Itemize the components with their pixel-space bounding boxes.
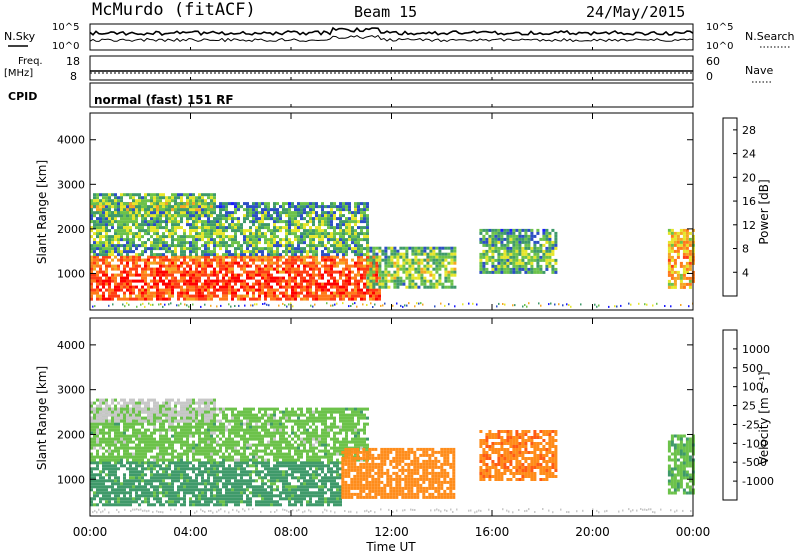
velocity-colorbar-tick: -1000 [742,475,774,488]
station-title: McMurdo (fitACF) [92,0,256,20]
nsky-label: N.Sky [4,30,36,43]
velocity-colorbar-tick: 100 [742,381,763,394]
y-tick-label: 2000 [57,428,85,441]
data-region [479,228,558,274]
power-colorbar: Power [dB] 4 8 12 16 20 24 28 [722,117,771,297]
nsky-tick-high: 10^5 [52,22,79,33]
nave-tick-high: 60 [706,55,720,68]
nsearch-tick-low: 10^0 [706,41,733,52]
x-tick-label: 04:00 [173,525,208,539]
y-tick-label: 4000 [57,339,85,352]
data-region [90,255,381,301]
y-tick-label: 2000 [57,223,85,236]
x-tick-label: 12:00 [374,525,409,539]
time-axis-label: Time UT [365,540,416,554]
y-tick-label: 4000 [57,134,85,147]
power-ylabel: Slant Range [km] [35,160,49,264]
velocity-colorbar-tick: 25 [742,400,756,413]
cpid-label: CPID [8,90,37,103]
power-colorbar-tick: 16 [742,195,756,208]
power-colorbar-tick: 4 [742,266,749,279]
freq-tick-high: 18 [66,55,80,68]
nave-tick-low: 0 [706,70,713,83]
ground-scatter [92,508,692,514]
velocity-panel: 1000 2000 3000 4000 Slant Range [km] [35,317,695,517]
y-tick-label: 3000 [57,384,85,397]
time-axis: 00:00 04:00 08:00 12:00 16:00 20:00 00:00 [73,47,711,539]
data-region [90,461,342,507]
nsearch-tick-high: 10^5 [706,22,733,33]
ground-scatter [92,302,694,308]
cpid-panel: CPID normal (fast) 151 RF [8,82,694,108]
power-colorbar-tick: 12 [742,219,756,232]
x-tick-label: 20:00 [575,525,610,539]
data-region [366,246,457,289]
noise-panel: N.Sky 10^5 10^0 10^5 10^0 N.Search [4,22,795,52]
nsearch-label: N.Search [745,30,795,43]
y-tick-label: 3000 [57,178,85,191]
velocity-colorbar: Velocity [m s⁻¹] 1000 500 100 25 -25 -100 -500… [722,329,774,501]
freq-panel: Freq. [MHz] 18 8 60 0 Nave [4,55,773,83]
x-tick-label: 16:00 [475,525,510,539]
y-tick-label: 1000 [57,267,85,280]
data-region [90,398,216,423]
data-region [479,430,558,481]
power-colorbar-tick: 28 [742,124,756,137]
cpid-text: normal (fast) 151 RF [94,93,234,107]
velocity-ylabel: Slant Range [km] [35,366,49,470]
power-colorbar-label: Power [dB] [757,179,771,244]
power-colorbar-tick: 20 [742,171,756,184]
x-tick-label: 00:00 [73,525,108,539]
velocity-colorbar-tick: -100 [742,437,767,450]
velocity-colorbar-tick: 500 [742,362,763,375]
velocity-colorbar-tick: 1000 [742,343,770,356]
velocity-colorbar-tick: -500 [742,456,767,469]
power-panel: 1000 2000 3000 4000 Slant Range [km] [35,112,695,311]
nsearch-trace [89,34,694,43]
velocity-colorbar-tick: -25 [742,418,760,431]
beam-label: Beam 15 [354,3,417,21]
power-colorbar-tick: 8 [742,243,749,256]
velocity-colorbar-label: Velocity [m s⁻¹] [757,371,771,464]
date-label: 24/May/2015 [586,3,685,21]
y-tick-label: 1000 [57,473,85,486]
power-colorbar-tick: 24 [742,148,756,161]
x-tick-label: 00:00 [676,525,711,539]
data-region [90,193,216,218]
freq-unit: [MHz] [4,68,33,79]
data-region [341,447,456,499]
nsky-trace [89,26,694,37]
nsky-tick-low: 10^0 [52,41,79,52]
freq-label: Freq. [18,56,43,67]
nave-label: Nave [745,64,773,77]
freq-tick-low: 8 [70,70,77,83]
data-region [667,434,695,495]
x-tick-label: 08:00 [274,525,309,539]
